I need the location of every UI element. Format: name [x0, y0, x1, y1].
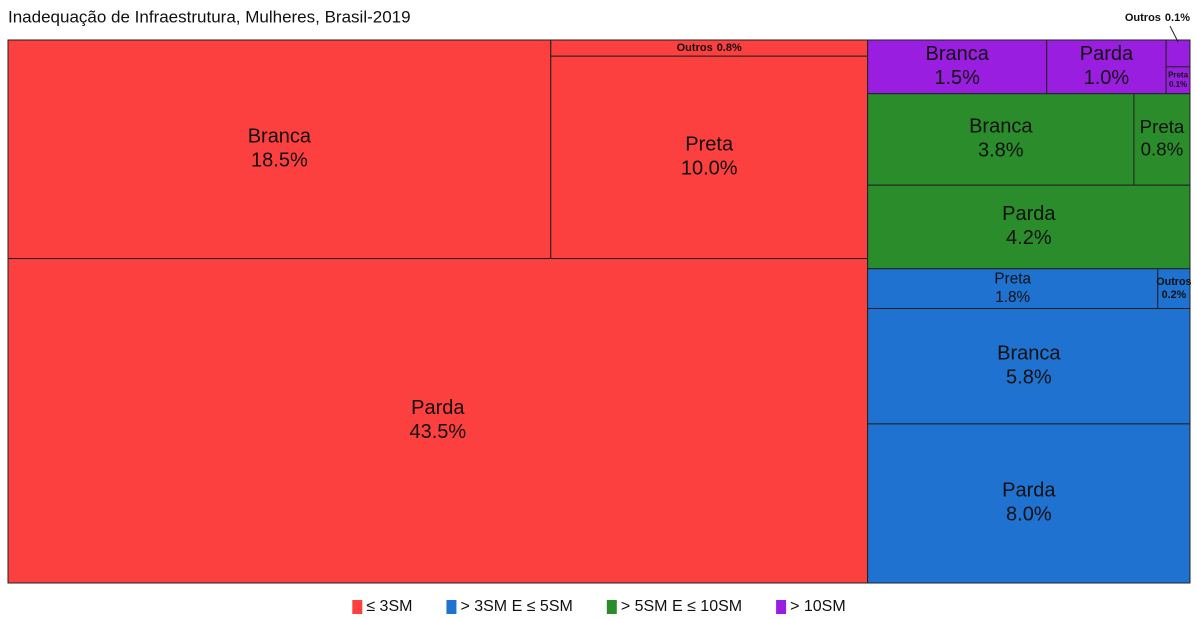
cell-label: Outros 0.1%	[1125, 12, 1190, 24]
cell-name: Preta	[685, 134, 734, 156]
treemap-cell	[1133, 93, 1191, 186]
legend-label: > 3SM E ≤ 5SM	[460, 598, 572, 615]
legend-label: > 10SM	[790, 598, 846, 615]
legend-label: ≤ 3SM	[366, 598, 412, 615]
treemap-cell	[1165, 39, 1191, 68]
cell-name: Parda	[1080, 43, 1134, 65]
cell-value: 0.1%	[1165, 12, 1190, 24]
legend-label: > 5SM E ≤ 10SM	[621, 598, 742, 615]
cell-value: 0.1%	[1169, 80, 1187, 89]
leader-line	[1169, 25, 1179, 43]
cell-name: Outros	[677, 42, 713, 54]
legend-swatch	[606, 600, 617, 614]
cell-value: 4.2%	[1006, 227, 1052, 249]
treemap-cell	[7, 39, 552, 260]
treemap-cell	[867, 308, 1191, 425]
treemap-cell	[867, 184, 1191, 270]
cell-value: 18.5%	[251, 150, 308, 172]
cell-value: 43.5%	[409, 421, 466, 443]
cell-name: Branca	[925, 43, 989, 65]
legend-swatch	[352, 600, 363, 614]
cell-name: Preta	[1140, 116, 1185, 137]
treemap-cell	[1157, 268, 1191, 310]
cell-value: 0.2%	[1162, 289, 1187, 301]
cell-name: Branca	[248, 126, 312, 148]
cell-label: Outros 0.8%	[677, 42, 742, 54]
cell-name: Parda	[411, 397, 465, 419]
cell-value: 0.8%	[1141, 139, 1184, 160]
treemap-cell	[867, 423, 1191, 584]
cell-value: 8.0%	[1006, 504, 1052, 526]
cell-name: Branca	[969, 116, 1033, 138]
cell-value: 10.0%	[681, 158, 738, 180]
cell-name: Parda	[1002, 480, 1056, 502]
cell-value: 5.8%	[1006, 366, 1052, 388]
cell-value: 0.8%	[717, 42, 742, 54]
cell-name: Outros	[1156, 276, 1191, 288]
legend-swatch	[776, 600, 787, 614]
cell-name: Outros	[1125, 12, 1161, 24]
cell-value: 1.8%	[995, 289, 1030, 306]
cell-value: 1.0%	[1084, 67, 1130, 89]
cell-value: 3.8%	[978, 140, 1024, 162]
chart-title: Inadequação de Infraestrutura, Mulheres,…	[8, 7, 411, 26]
cell-name: Parda	[1002, 203, 1056, 225]
cell-name: Branca	[997, 342, 1061, 364]
treemap-cell	[550, 55, 869, 260]
cell-name: Preta	[1168, 71, 1188, 80]
treemap-cell	[867, 93, 1135, 186]
cell-value: 1.5%	[934, 67, 980, 89]
cell-name: Preta	[994, 270, 1031, 287]
treemap-cell	[7, 258, 869, 584]
legend-swatch	[446, 600, 457, 614]
